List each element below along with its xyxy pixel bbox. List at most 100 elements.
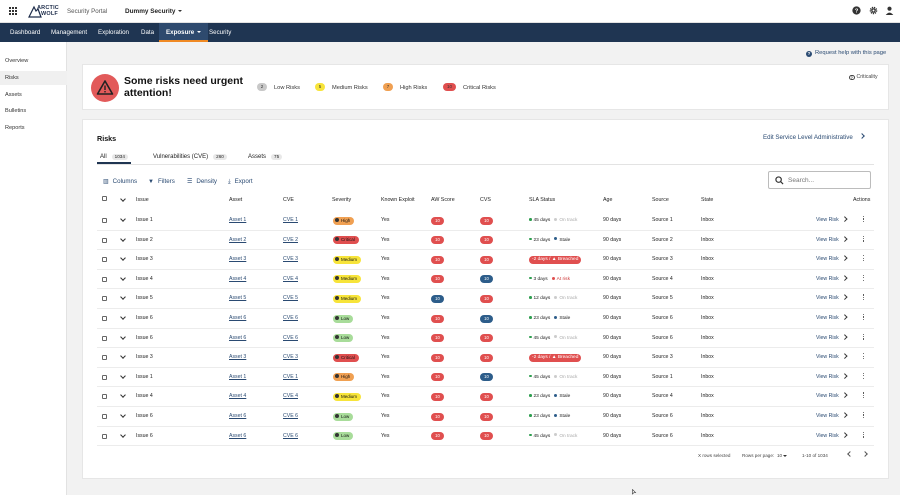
expand-row-icon[interactable] <box>120 431 126 438</box>
row-checkbox[interactable] <box>102 394 107 400</box>
view-risk-button[interactable]: View Risk <box>816 270 847 290</box>
cve-link[interactable]: CVE 1 <box>283 373 298 380</box>
expand-all-icon[interactable] <box>120 196 126 202</box>
view-risk-button[interactable]: View Risk <box>816 231 847 251</box>
expand-row-icon[interactable] <box>120 372 126 379</box>
tab-vulnerabilities[interactable]: Vulnerabilities (CVE) 260 <box>153 153 227 164</box>
sidebar-item-bulletins[interactable]: Bulletins <box>5 108 27 114</box>
cve-link[interactable]: CVE 1 <box>283 217 298 223</box>
view-risk-button[interactable]: View Risk <box>816 368 847 388</box>
cve-link[interactable]: CVE 4 <box>283 393 298 400</box>
sidebar-item-risks[interactable]: Risks <box>0 71 67 85</box>
view-risk-button[interactable]: View Risk <box>816 289 847 309</box>
rows-per-page-select[interactable]: 10 <box>777 453 788 458</box>
col-header-sla-status[interactable]: SLA Status <box>529 197 556 203</box>
asset-link[interactable]: Asset 3 <box>229 354 247 361</box>
row-checkbox[interactable] <box>102 237 107 243</box>
expand-row-icon[interactable] <box>120 235 126 242</box>
col-header-severity[interactable]: Severity <box>332 197 352 203</box>
density-button[interactable]: ☰ Density <box>187 178 217 185</box>
expand-row-icon[interactable] <box>120 353 126 360</box>
cve-link[interactable]: CVE 4 <box>283 275 298 282</box>
table-row[interactable]: Issue 3 Asset 3 CVE 3 Medium Yes 10 10 -… <box>97 250 874 270</box>
select-all-checkbox[interactable] <box>102 196 107 201</box>
row-checkbox[interactable] <box>102 218 107 223</box>
sidebar-item-reports[interactable]: Reports <box>5 125 25 131</box>
more-options-icon[interactable] <box>863 353 865 362</box>
asset-link[interactable]: Asset 1 <box>229 373 247 380</box>
expand-row-icon[interactable] <box>120 392 126 399</box>
table-row[interactable]: Issue 3 Asset 3 CVE 3 Critical Yes 10 10… <box>97 348 874 368</box>
asset-link[interactable]: Asset 6 <box>229 413 247 419</box>
request-help-link[interactable]: ? Request help with this page <box>806 50 886 57</box>
company-selector[interactable]: Dummy Security <box>125 8 183 15</box>
more-options-icon[interactable] <box>863 431 865 441</box>
cve-link[interactable]: CVE 5 <box>283 295 298 302</box>
view-risk-button[interactable]: View Risk <box>816 309 847 329</box>
view-risk-button[interactable]: View Risk <box>816 348 847 368</box>
table-row[interactable]: Issue 6 Asset 6 CVE 6 Low Yes 10 10 45 d… <box>97 329 874 349</box>
sidebar-item-assets[interactable]: Assets <box>5 92 22 98</box>
table-row[interactable]: Issue 2 Asset 2 CVE 2 Critical Yes 10 10… <box>97 231 874 251</box>
table-row[interactable]: Issue 1 Asset 1 CVE 1 High Yes 10 10 45 … <box>97 368 874 388</box>
col-header-cve[interactable]: CVE <box>283 197 294 203</box>
expand-row-icon[interactable] <box>120 255 126 262</box>
nav-data[interactable]: Data <box>141 29 155 36</box>
gear-icon[interactable] <box>869 6 878 15</box>
criticality-help[interactable]: ? Criticality <box>849 74 878 80</box>
more-options-icon[interactable] <box>863 333 865 343</box>
col-header-known-exploit[interactable]: Known Exploit <box>381 197 415 203</box>
cve-link[interactable]: CVE 3 <box>283 354 298 361</box>
filters-button[interactable]: ▼ Filters <box>148 178 175 185</box>
col-header-aw-score[interactable]: AW Score <box>431 197 455 203</box>
asset-link[interactable]: Asset 2 <box>229 236 247 243</box>
expand-row-icon[interactable] <box>120 412 126 418</box>
row-checkbox[interactable] <box>102 433 107 439</box>
view-risk-button[interactable]: View Risk <box>816 407 847 427</box>
tab-assets[interactable]: Assets 75 <box>248 153 283 164</box>
row-checkbox[interactable] <box>102 257 107 263</box>
asset-link[interactable]: Asset 5 <box>229 295 247 302</box>
search-input[interactable] <box>788 175 868 186</box>
more-options-icon[interactable] <box>863 216 865 225</box>
view-risk-button[interactable]: View Risk <box>816 387 847 407</box>
nav-exposure[interactable]: Exposure <box>159 23 209 42</box>
expand-row-icon[interactable] <box>120 216 126 222</box>
table-row[interactable]: Issue 4 Asset 4 CVE 4 Medium Yes 10 10 2… <box>97 387 874 407</box>
expand-row-icon[interactable] <box>120 314 126 320</box>
table-row[interactable]: Issue 1 Asset 1 CVE 1 High Yes 10 10 45 … <box>97 211 874 231</box>
nav-security[interactable]: Security <box>209 29 232 36</box>
view-risk-button[interactable]: View Risk <box>816 427 847 447</box>
row-checkbox[interactable] <box>102 276 107 282</box>
expand-row-icon[interactable] <box>120 294 126 301</box>
cve-link[interactable]: CVE 6 <box>283 334 298 341</box>
columns-button[interactable]: ▥ Columns <box>103 178 137 185</box>
table-row[interactable]: Issue 5 Asset 5 CVE 5 Medium Yes 10 10 1… <box>97 289 874 309</box>
col-header-issue[interactable]: Issue <box>136 197 149 203</box>
more-options-icon[interactable] <box>863 392 865 401</box>
asset-link[interactable]: Asset 4 <box>229 275 247 282</box>
row-checkbox[interactable] <box>102 335 107 341</box>
asset-link[interactable]: Asset 6 <box>229 432 247 439</box>
arctic-wolf-logo[interactable]: ARCTIC WOLF <box>28 5 60 18</box>
sidebar-item-overview[interactable]: Overview <box>5 58 29 64</box>
table-row[interactable]: Issue 6 Asset 6 CVE 6 Low Yes 10 10 23 d… <box>97 407 874 427</box>
prev-page-icon[interactable] <box>847 451 853 457</box>
user-icon[interactable] <box>885 6 894 15</box>
asset-link[interactable]: Asset 6 <box>229 334 247 341</box>
cve-link[interactable]: CVE 6 <box>283 432 298 439</box>
view-risk-button[interactable]: View Risk <box>816 329 847 349</box>
expand-row-icon[interactable] <box>120 274 126 281</box>
expand-row-icon[interactable] <box>120 333 126 340</box>
more-options-icon[interactable] <box>863 314 865 323</box>
help-icon[interactable]: ? <box>852 6 861 15</box>
table-row[interactable]: Issue 6 Asset 6 CVE 6 Low Yes 10 10 23 d… <box>97 309 874 329</box>
search-box[interactable] <box>768 171 871 189</box>
row-checkbox[interactable] <box>102 296 107 302</box>
nav-management[interactable]: Management <box>51 29 88 36</box>
more-options-icon[interactable] <box>863 372 865 382</box>
cve-link[interactable]: CVE 6 <box>283 315 298 321</box>
row-checkbox[interactable] <box>102 316 107 321</box>
cve-link[interactable]: CVE 6 <box>283 413 298 419</box>
col-header-asset[interactable]: Asset <box>229 197 243 203</box>
